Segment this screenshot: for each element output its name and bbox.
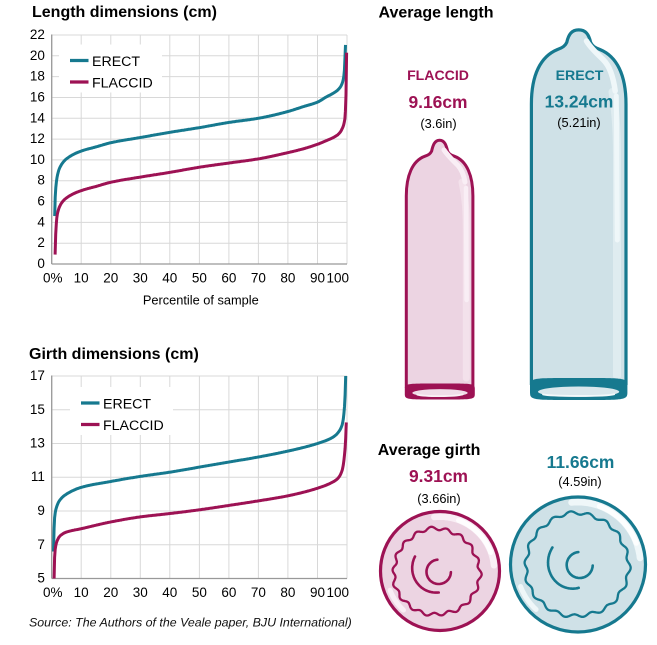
svg-text:11: 11: [31, 469, 45, 484]
svg-text:40: 40: [162, 270, 177, 285]
svg-text:13.24cm: 13.24cm: [545, 92, 614, 112]
svg-text:20: 20: [103, 585, 118, 600]
svg-text:8: 8: [37, 173, 45, 188]
svg-text:20: 20: [30, 48, 45, 63]
svg-text:30: 30: [133, 585, 148, 600]
svg-text:80: 80: [280, 585, 295, 600]
svg-text:9: 9: [37, 503, 45, 518]
svg-text:FLACCID: FLACCID: [103, 418, 164, 434]
svg-text:0%: 0%: [43, 585, 63, 600]
svg-text:20: 20: [103, 270, 118, 285]
svg-text:100: 100: [326, 585, 349, 600]
svg-text:ERECT: ERECT: [103, 397, 151, 413]
svg-text:2: 2: [37, 235, 45, 250]
svg-text:12: 12: [30, 131, 45, 146]
svg-text:(5.21in): (5.21in): [557, 115, 600, 130]
svg-text:Average length: Average length: [379, 5, 494, 22]
svg-text:22: 22: [30, 27, 45, 42]
svg-text:60: 60: [221, 270, 236, 285]
svg-text:9.16cm: 9.16cm: [409, 92, 468, 112]
svg-text:(3.66in): (3.66in): [417, 491, 460, 506]
svg-text:ERECT: ERECT: [556, 67, 604, 83]
svg-text:15: 15: [30, 402, 45, 417]
svg-text:Length dimensions (cm): Length dimensions (cm): [32, 4, 217, 21]
svg-text:Average girth: Average girth: [378, 442, 481, 459]
svg-text:0%: 0%: [43, 270, 63, 285]
svg-text:16: 16: [30, 90, 45, 105]
svg-text:18: 18: [30, 69, 45, 84]
svg-text:9.31cm: 9.31cm: [409, 466, 468, 486]
svg-text:13: 13: [30, 436, 45, 451]
svg-text:50: 50: [192, 585, 207, 600]
svg-text:Source: The Authors of the Vea: Source: The Authors of the Veale paper, …: [29, 616, 352, 630]
svg-text:ERECT: ERECT: [92, 54, 140, 70]
svg-text:30: 30: [133, 270, 148, 285]
svg-text:(4.59in): (4.59in): [558, 474, 601, 489]
svg-text:FLACCID: FLACCID: [92, 76, 153, 92]
svg-text:Percentile of sample: Percentile of sample: [143, 293, 259, 308]
svg-text:4: 4: [37, 214, 45, 229]
svg-text:0: 0: [37, 256, 45, 271]
svg-text:10: 10: [30, 152, 45, 167]
svg-text:14: 14: [30, 110, 46, 125]
svg-text:40: 40: [162, 585, 177, 600]
svg-text:100: 100: [326, 270, 349, 285]
svg-text:80: 80: [280, 270, 295, 285]
svg-text:60: 60: [221, 585, 236, 600]
svg-text:70: 70: [251, 585, 266, 600]
svg-text:FLACCID: FLACCID: [407, 67, 469, 83]
svg-text:17: 17: [30, 368, 45, 383]
svg-text:10: 10: [74, 270, 89, 285]
svg-text:50: 50: [192, 270, 207, 285]
svg-text:11.66cm: 11.66cm: [547, 452, 615, 472]
svg-text:10: 10: [74, 585, 89, 600]
svg-text:7: 7: [37, 537, 45, 552]
svg-text:(3.6in): (3.6in): [420, 116, 456, 131]
svg-text:70: 70: [251, 270, 266, 285]
svg-text:Girth dimensions (cm): Girth dimensions (cm): [29, 346, 199, 363]
svg-text:90: 90: [310, 585, 325, 600]
svg-text:6: 6: [37, 194, 45, 209]
svg-text:90: 90: [310, 270, 325, 285]
svg-text:5: 5: [37, 571, 45, 586]
